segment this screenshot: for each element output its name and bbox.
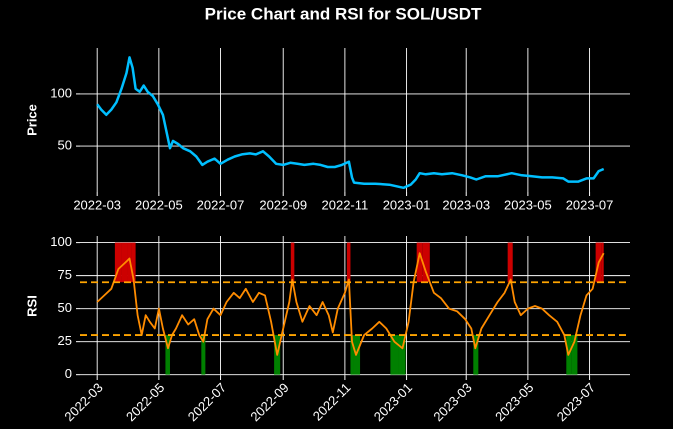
- x-tick-label: 2022-11: [322, 197, 369, 212]
- oversold-zone: [353, 335, 361, 375]
- oversold-zone: [390, 335, 399, 375]
- plot-area: [96, 56, 605, 190]
- overbought-zone: [114, 242, 122, 283]
- overbought-zone: [507, 242, 513, 283]
- oversold-zone: [165, 335, 170, 375]
- y-tick-label: 100: [50, 85, 72, 100]
- y-tick-label: 75: [58, 267, 72, 282]
- x-tick-label: 2023-01: [383, 197, 431, 212]
- overbought-zone: [422, 242, 430, 283]
- oversold-zone: [398, 335, 406, 375]
- y-tick-label: 50: [58, 300, 72, 315]
- overbought-zone: [131, 242, 136, 283]
- y-tick-label: 50: [58, 138, 72, 153]
- oversold-zone: [571, 335, 578, 375]
- plot-area: [96, 242, 605, 375]
- overbought-zone: [346, 242, 351, 283]
- x-tick-label: 2022-03: [73, 197, 121, 212]
- x-tick-label: 2023-07: [566, 197, 614, 212]
- x-tick-label: 2023-05: [504, 197, 552, 212]
- y-axis-label: RSI: [24, 295, 39, 317]
- x-tick-label: 2022-05: [135, 197, 183, 212]
- line: [96, 252, 605, 356]
- y-tick-label: 100: [50, 234, 72, 249]
- x-tick-label: 2023-03: [442, 197, 490, 212]
- overbought-zone: [290, 242, 295, 283]
- figure-title: Price Chart and RSI for SOL/USDT: [205, 4, 482, 23]
- line: [96, 56, 605, 190]
- oversold-zone: [201, 335, 206, 375]
- x-tick-label: 2022-09: [259, 197, 307, 212]
- y-tick-label: 0: [65, 366, 72, 381]
- overbought-zone: [416, 242, 423, 283]
- x-tick-label: 2022-07: [197, 197, 245, 212]
- y-tick-label: 25: [58, 333, 72, 348]
- oversold-zone: [473, 335, 479, 375]
- oversold-zone: [350, 335, 354, 375]
- y-axis-label: Price: [24, 104, 39, 136]
- overbought-zone: [601, 242, 604, 283]
